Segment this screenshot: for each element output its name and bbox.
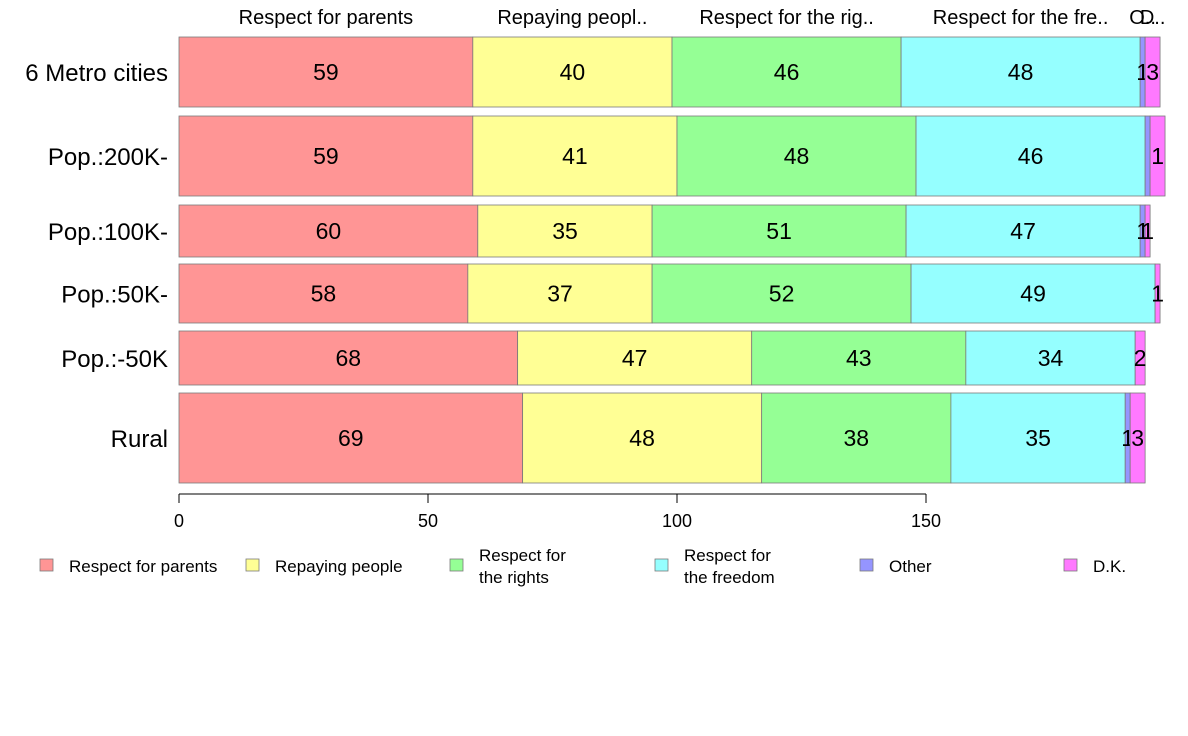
bar-value-label: 43 bbox=[846, 345, 872, 371]
category-label: Pop.:100K- bbox=[48, 219, 168, 246]
legend-swatch bbox=[39, 558, 54, 572]
bar-value-label: 49 bbox=[1020, 281, 1046, 307]
bar-value-label: 3 bbox=[1146, 59, 1159, 85]
bar-value-label: 51 bbox=[766, 218, 792, 244]
x-tick-label: 50 bbox=[418, 511, 438, 531]
bar-segment bbox=[1144, 36, 1161, 108]
legend-swatch bbox=[1063, 558, 1078, 572]
bar-segment bbox=[915, 115, 1146, 197]
bar-value-label: 37 bbox=[547, 281, 573, 307]
category-label: Pop.:50K- bbox=[61, 282, 168, 309]
bar-value-label: 69 bbox=[338, 425, 364, 451]
bar-segment bbox=[477, 204, 653, 258]
bar-value-label: 59 bbox=[313, 143, 339, 169]
bar-value-label: 47 bbox=[1010, 218, 1036, 244]
bar-segment bbox=[178, 330, 519, 386]
x-tick-label: 100 bbox=[662, 511, 692, 531]
legend-swatch bbox=[654, 558, 669, 572]
x-tick-label: 150 bbox=[911, 511, 941, 531]
bar-value-label: 41 bbox=[562, 143, 588, 169]
legend-swatch bbox=[449, 558, 464, 572]
bar-value-label: 59 bbox=[313, 59, 339, 85]
top-series-label: Repaying peopl.. bbox=[497, 7, 647, 29]
bar-segment bbox=[900, 36, 1141, 108]
bar-value-label: 48 bbox=[784, 143, 810, 169]
bar-value-label: 2 bbox=[1134, 345, 1147, 371]
bar-segment bbox=[905, 204, 1141, 258]
bar-value-label: 46 bbox=[774, 59, 800, 85]
top-series-label: Respect for the rig.. bbox=[699, 7, 874, 29]
bar-value-label: 1 bbox=[1151, 143, 1164, 169]
bar-value-label: 58 bbox=[311, 281, 337, 307]
legend-swatch bbox=[859, 558, 874, 572]
bar-segment bbox=[651, 263, 912, 324]
bar-segment bbox=[1129, 392, 1146, 484]
category-label: 6 Metro cities bbox=[25, 60, 168, 87]
bar-segment bbox=[472, 36, 673, 108]
bar-segment bbox=[522, 392, 763, 484]
bar-segment bbox=[178, 392, 524, 484]
legend-label: Respect for bbox=[479, 546, 566, 565]
bar-value-label: 35 bbox=[1025, 425, 1051, 451]
top-series-label: Respect for parents bbox=[239, 7, 414, 29]
bar-value-label: 35 bbox=[552, 218, 578, 244]
legend-label: D.K. bbox=[1093, 557, 1126, 576]
bar-value-label: 48 bbox=[1008, 59, 1034, 85]
bar-segment bbox=[1154, 263, 1161, 324]
legend-label: Respect for bbox=[684, 546, 771, 565]
bar-value-label: 1 bbox=[1141, 218, 1154, 244]
top-series-label: D.. bbox=[1140, 7, 1166, 29]
bar-value-label: 34 bbox=[1038, 345, 1064, 371]
x-axis: 0 50 100 150 bbox=[174, 493, 941, 531]
bar-segment bbox=[1134, 330, 1146, 386]
category-label: Pop.:-50K bbox=[61, 346, 168, 373]
bar-value-label: 40 bbox=[560, 59, 586, 85]
bar-value-label: 68 bbox=[336, 345, 362, 371]
bar-segment bbox=[467, 263, 653, 324]
x-tick-label: 0 bbox=[174, 511, 184, 531]
bar-value-label: 38 bbox=[844, 425, 870, 451]
bar-segment bbox=[676, 115, 917, 197]
category-labels: 6 Metro cities Pop.:200K- Pop.:100K- Pop.:5… bbox=[25, 60, 168, 453]
bar-segment bbox=[761, 392, 952, 484]
legend-label: the rights bbox=[479, 568, 549, 587]
bar-value-label: 48 bbox=[629, 425, 655, 451]
top-series-label: Respect for the fre.. bbox=[933, 7, 1109, 29]
category-label: Rural bbox=[111, 426, 168, 453]
bar-segment bbox=[1144, 115, 1151, 197]
bar-segment bbox=[910, 263, 1156, 324]
bar-segment bbox=[1149, 115, 1166, 197]
bar-segment bbox=[178, 263, 469, 324]
legend-label: Respect for parents bbox=[69, 557, 217, 576]
bar-segment bbox=[1144, 204, 1151, 258]
bar-value-label: 3 bbox=[1131, 425, 1144, 451]
top-series-label: O.. bbox=[1129, 7, 1156, 29]
bar-segment bbox=[472, 115, 678, 197]
bar-value-label: 1 bbox=[1151, 281, 1164, 307]
category-label: Pop.:200K- bbox=[48, 144, 168, 171]
top-series-labels: Respect for parents Repaying peopl.. Respe… bbox=[239, 7, 1166, 29]
bar-value-label: 52 bbox=[769, 281, 795, 307]
bar-segment bbox=[950, 392, 1126, 484]
bar-value-label: 47 bbox=[622, 345, 648, 371]
bar-segment bbox=[651, 204, 907, 258]
legend-label: Other bbox=[889, 557, 932, 576]
legend-label: Repaying people bbox=[275, 557, 403, 576]
bar-value-label: 60 bbox=[316, 218, 342, 244]
bar-segment bbox=[178, 204, 479, 258]
bar-value-label: 46 bbox=[1018, 143, 1044, 169]
bar-segment bbox=[965, 330, 1136, 386]
legend-label: the freedom bbox=[684, 568, 775, 587]
legend-swatch bbox=[245, 558, 260, 572]
bar-segment bbox=[751, 330, 967, 386]
legend: Respect for parents Repaying people Respec… bbox=[39, 546, 1126, 587]
